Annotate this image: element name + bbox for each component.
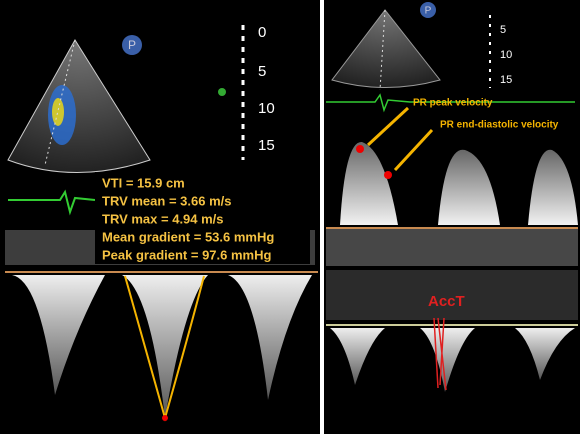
measurement: VTI = 15.9 cm [102,175,185,190]
echo-figure: P 0 5 10 15 VTI = 15.9 cm TRV mean = 3.6… [0,0,580,434]
measurement: TRV mean = 3.66 m/s [102,193,231,208]
annotation: PR peak velocity [413,98,493,109]
depth-label: 15 [500,74,512,86]
depth-label: 15 [258,137,275,154]
depth-label: 5 [258,63,266,80]
peak-point [162,415,168,421]
pr-peak-point [356,145,364,153]
depth-label: 0 [258,24,266,41]
probe-marker: P [425,6,432,17]
depth-label: 10 [258,100,275,117]
depth-label: 10 [500,49,512,61]
measurement: Peak gradient = 97.6 mmHg [102,247,271,262]
pr-end-point [384,171,392,179]
probe-marker: P [128,38,136,52]
focus-marker [218,88,226,96]
measurement: Mean gradient = 53.6 mmHg [102,229,274,244]
annotation: AccT [428,293,465,310]
depth-label: 5 [500,24,506,36]
noise-band [326,228,578,266]
color-doppler [52,98,64,126]
annotation: PR end-diastolic velocity [440,120,559,131]
measurement: TRV max = 4.94 m/s [102,211,224,226]
